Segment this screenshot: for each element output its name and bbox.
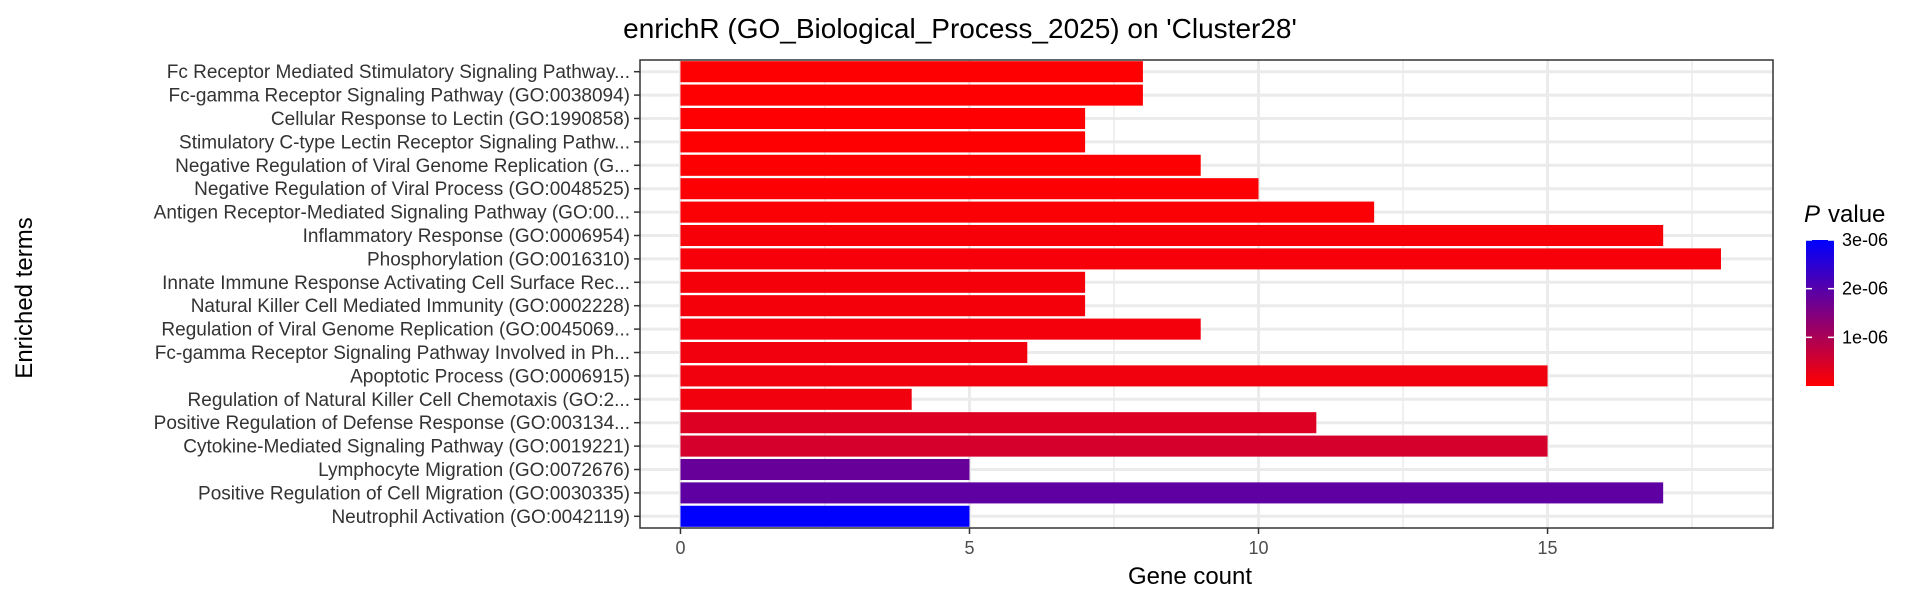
y-tick-label: Positive Regulation of Defense Response …: [154, 413, 630, 434]
bar: [680, 61, 1143, 83]
x-tick-label: 15: [1538, 538, 1558, 558]
y-tick-label: Natural Killer Cell Mediated Immunity (G…: [191, 296, 630, 317]
y-tick-label: Regulation of Natural Killer Cell Chemot…: [188, 390, 630, 411]
bar: [680, 318, 1201, 340]
legend-title-italic: P: [1804, 201, 1820, 228]
chart-title: enrichR (GO_Biological_Process_2025) on …: [623, 13, 1297, 44]
bar: [680, 435, 1548, 457]
legend-title-rest: value: [1828, 201, 1885, 228]
bar: [680, 365, 1548, 387]
y-tick-label: Fc-gamma Receptor Signaling Pathway (GO:…: [168, 86, 630, 107]
legend-tick-label: 1e-06: [1842, 327, 1888, 347]
panel-border: [639, 59, 1774, 529]
bar: [680, 412, 1317, 434]
x-tick-label: 0: [675, 538, 685, 558]
y-tick-label: Innate Immune Response Activating Cell S…: [162, 273, 630, 294]
bar: [680, 458, 970, 481]
legend-colorbar: [1806, 240, 1834, 386]
y-tick-label: Lymphocyte Migration (GO:0072676): [318, 460, 630, 481]
bar: [680, 178, 1259, 200]
legend-tick-label: 3e-06: [1842, 230, 1888, 250]
bar: [680, 224, 1664, 247]
y-tick-label: Stimulatory C-type Lectin Receptor Signa…: [179, 132, 630, 153]
bar: [680, 248, 1721, 270]
y-tick-label: Neutrophil Activation (GO:0042119): [331, 507, 630, 528]
y-tick-label: Cellular Response to Lectin (GO:1990858): [271, 109, 630, 130]
y-tick-label: Regulation of Viral Genome Replication (…: [161, 320, 630, 341]
y-tick-label: Fc Receptor Mediated Stimulatory Signali…: [167, 62, 630, 83]
y-tick-label: Negative Regulation of Viral Process (GO…: [194, 179, 630, 200]
bars-group: [680, 61, 1721, 527]
bar: [680, 482, 1664, 504]
bar: [680, 388, 912, 410]
bar: [680, 154, 1201, 176]
y-tick-label: Cytokine-Mediated Signaling Pathway (GO:…: [183, 437, 630, 458]
legend-ticks: 3e-06 2e-06 1e-06: [1806, 230, 1888, 347]
y-tick-label: Positive Regulation of Cell Migration (G…: [198, 483, 630, 504]
bar: [680, 505, 970, 527]
legend-tick-label: 2e-06: [1842, 279, 1888, 299]
y-tick-label: Antigen Receptor-Mediated Signaling Path…: [154, 203, 630, 224]
bar: [680, 107, 1086, 130]
bar: [680, 131, 1086, 153]
y-tick-label: Inflammatory Response (GO:0006954): [303, 226, 630, 247]
bar: [680, 341, 1028, 364]
x-tick-label: 5: [964, 538, 974, 558]
y-axis-ticks: Fc Receptor Mediated Stimulatory Signali…: [154, 62, 640, 528]
bar: [680, 271, 1086, 293]
y-tick-label: Apoptotic Process (GO:0006915): [350, 366, 630, 387]
bar: [680, 295, 1086, 317]
bar: [680, 84, 1143, 106]
y-tick-label: Phosphorylation (GO:0016310): [367, 249, 630, 270]
bar: [680, 201, 1375, 223]
panel-grid: [640, 60, 1773, 528]
y-axis-title: Enriched terms: [11, 217, 38, 378]
x-axis-ticks: 0 5 10 15: [675, 528, 1558, 558]
y-tick-label: Negative Regulation of Viral Genome Repl…: [175, 156, 630, 177]
x-tick-label: 10: [1249, 538, 1269, 558]
y-tick-label: Fc-gamma Receptor Signaling Pathway Invo…: [155, 343, 630, 364]
x-axis-title: Gene count: [1128, 563, 1252, 590]
